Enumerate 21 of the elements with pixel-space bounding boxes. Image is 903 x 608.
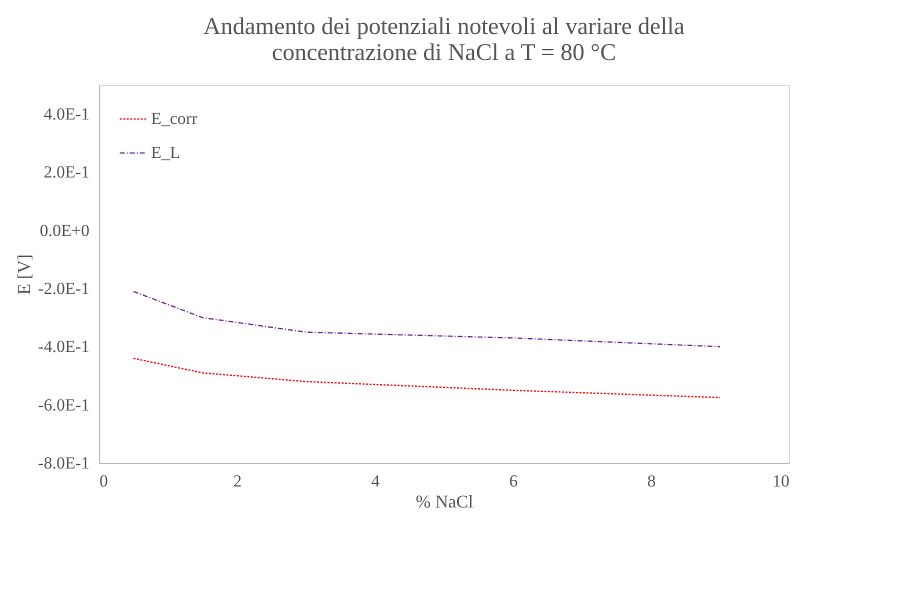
text: concentrazione di NaCl a T = 80 °C xyxy=(272,40,616,66)
y-axis-title: E [V] xyxy=(14,254,34,295)
x-tick-label: 8 xyxy=(647,472,656,490)
y-tick-label: -8.0E-1 xyxy=(38,454,90,472)
x-tick-label: 10 xyxy=(772,472,790,490)
x-axis-title: % NaCl xyxy=(416,492,474,512)
y-tick-label: 0.0E+0 xyxy=(40,220,90,240)
y-tick-label: -4.0E-1 xyxy=(38,337,90,356)
y-tick-label: -6.0E-1 xyxy=(38,395,90,414)
y-tick-label: -2.0E-1 xyxy=(38,279,90,298)
text: Andamento dei potenziali notevoli al variare della xyxy=(203,14,685,40)
line-series xyxy=(132,290,721,348)
y-tick-label: 2.0E-1 xyxy=(44,162,90,182)
legend-label: E_corr xyxy=(151,109,198,128)
legend-label: E_L xyxy=(151,143,180,162)
x-tick-label: 6 xyxy=(509,472,518,490)
x-tick-label: 2 xyxy=(233,472,242,490)
line-series xyxy=(132,358,721,398)
x-tick-label: 4 xyxy=(371,472,380,490)
x-tick-label: 0 xyxy=(100,472,108,490)
y-tick-label: 4.0E-1 xyxy=(44,104,90,124)
